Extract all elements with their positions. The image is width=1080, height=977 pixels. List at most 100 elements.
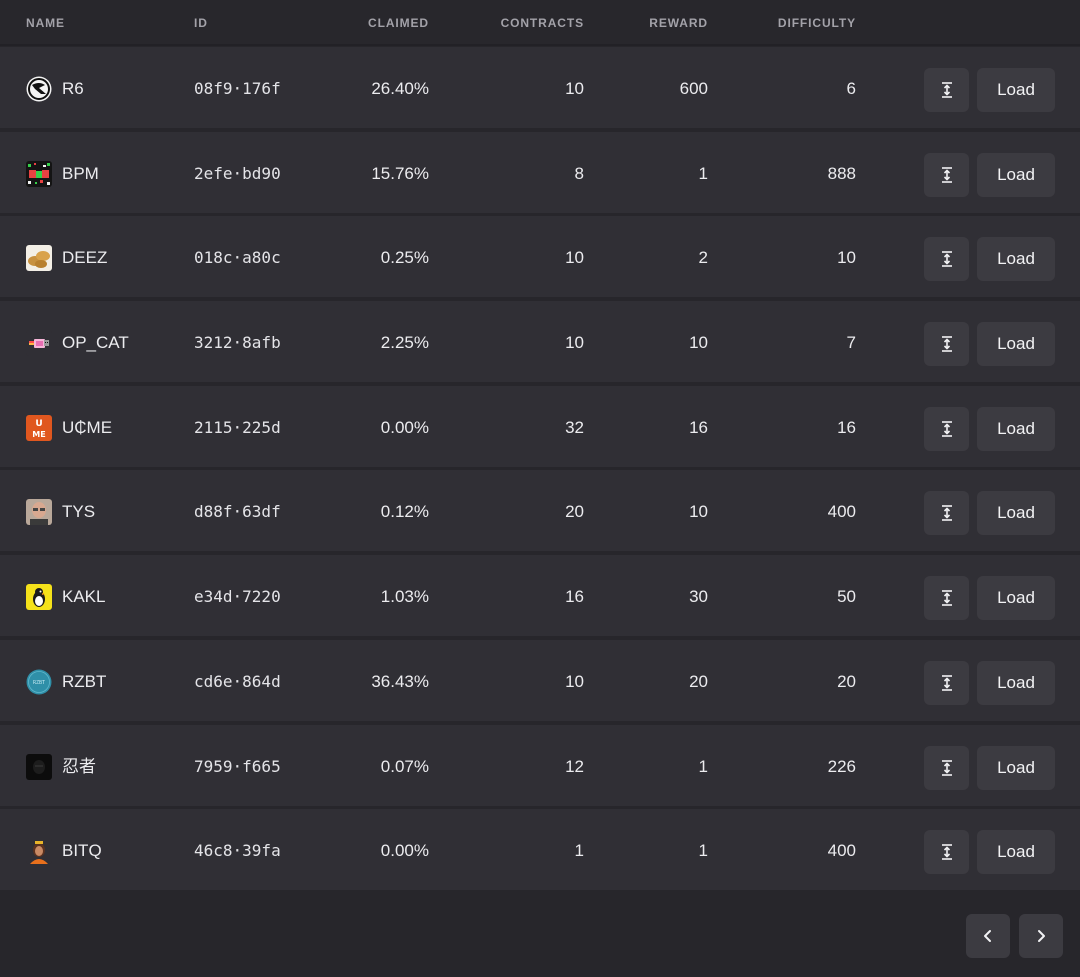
ucme-logo-icon: U ME: [26, 414, 52, 441]
token-contracts: 10: [565, 248, 584, 268]
column-header-name[interactable]: NAME: [26, 16, 65, 30]
expand-button[interactable]: [924, 745, 969, 790]
expand-button[interactable]: [924, 491, 969, 536]
token-difficulty: 10: [837, 248, 856, 268]
token-id: cd6e·864d: [194, 671, 281, 691]
load-button[interactable]: Load: [977, 322, 1055, 367]
column-header-reward[interactable]: REWARD: [649, 16, 708, 30]
token-claimed: 36.43%: [371, 671, 429, 691]
token-reward: 10: [689, 502, 708, 522]
load-button[interactable]: Load: [977, 660, 1055, 705]
token-name: BITQ: [62, 841, 102, 861]
column-header-claimed[interactable]: CLAIMED: [368, 16, 429, 30]
chevron-right-icon: [1038, 930, 1045, 942]
token-name: OP_CAT: [62, 333, 129, 353]
load-button[interactable]: Load: [977, 830, 1055, 875]
load-button[interactable]: Load: [977, 745, 1055, 790]
token-id: 3212·8afb: [194, 333, 281, 353]
table-row[interactable]: DEEZ 018c·a80c 0.25% 10 2 10 Load: [0, 216, 1080, 298]
expand-vertical-icon: [941, 759, 952, 776]
bitq-avatar-icon: [26, 838, 52, 865]
expand-vertical-icon: [941, 590, 952, 606]
ninja-logo-icon: [26, 753, 52, 780]
tys-avatar-icon: [26, 499, 52, 526]
column-header-contracts[interactable]: CONTRACTS: [500, 16, 584, 30]
next-page-button[interactable]: [1019, 914, 1063, 958]
expand-vertical-icon: [941, 844, 952, 860]
table-row[interactable]: OP_CAT 3212·8afb 2.25% 10 10 7 Load: [0, 301, 1080, 383]
table-row[interactable]: U ME U₵ME 2115·225d 0.00% 32 16 16 Load: [0, 385, 1080, 467]
expand-button[interactable]: [924, 322, 969, 367]
load-button[interactable]: Load: [977, 152, 1055, 197]
token-reward: 600: [679, 79, 708, 98]
token-claimed: 0.25%: [380, 248, 429, 268]
bpm-logo-icon: [26, 160, 52, 187]
expand-vertical-icon: [941, 251, 952, 268]
token-claimed: 15.76%: [371, 163, 429, 183]
token-claimed: 0.07%: [380, 756, 429, 776]
token-id: 08f9·176f: [194, 79, 281, 98]
token-name: KAKL: [62, 587, 106, 607]
token-id: d88f·63df: [194, 502, 281, 522]
kakl-logo-icon: [26, 584, 52, 611]
token-id: 2115·225d: [194, 417, 281, 437]
token-contracts: 10: [565, 333, 584, 353]
column-header-id[interactable]: ID: [194, 16, 208, 30]
op-cat-logo-icon: [26, 330, 52, 357]
token-contracts: 16: [565, 587, 584, 607]
token-contracts: 8: [574, 163, 584, 183]
expand-vertical-icon: [941, 505, 952, 522]
expand-button[interactable]: [924, 68, 969, 112]
expand-button[interactable]: [924, 830, 969, 875]
svg-text:ME: ME: [32, 430, 45, 439]
token-claimed: 1.03%: [380, 587, 429, 607]
token-id: e34d·7220: [194, 587, 281, 607]
table-row[interactable]: TYS d88f·63df 0.12% 20 10 400 Load: [0, 470, 1080, 552]
token-difficulty: 400: [827, 502, 856, 522]
table-row[interactable]: RZBT RZBT cd6e·864d 36.43% 10 20 20 Load: [0, 639, 1080, 721]
table-header: NAME ID CLAIMED CONTRACTS REWARD DIFFICU…: [0, 0, 1080, 46]
previous-page-button[interactable]: [966, 914, 1010, 958]
token-name: DEEZ: [62, 248, 108, 268]
token-difficulty: 20: [837, 671, 856, 691]
column-header-difficulty[interactable]: DIFFICULTY: [777, 16, 856, 30]
load-button[interactable]: Load: [977, 237, 1055, 282]
token-difficulty: 400: [827, 841, 856, 861]
table-row[interactable]: R6 08f9·176f 26.40% 10 600 6 Load: [0, 47, 1080, 128]
token-contracts: 10: [565, 79, 584, 98]
expand-button[interactable]: [924, 660, 969, 705]
token-claimed: 0.00%: [380, 841, 429, 861]
token-claimed: 0.00%: [380, 417, 429, 437]
token-reward: 1: [698, 163, 708, 183]
token-difficulty: 226: [827, 756, 856, 776]
token-contracts: 32: [565, 417, 584, 437]
token-difficulty: 888: [827, 163, 856, 183]
expand-vertical-icon: [941, 675, 952, 691]
token-id: 2efe·bd90: [194, 163, 281, 183]
token-difficulty: 6: [846, 79, 856, 98]
load-button[interactable]: Load: [977, 576, 1055, 621]
token-difficulty: 16: [837, 417, 856, 437]
load-button[interactable]: Load: [977, 491, 1055, 536]
svg-text:RZBT: RZBT: [33, 680, 45, 686]
expand-button[interactable]: [924, 406, 969, 451]
load-button[interactable]: Load: [977, 406, 1055, 451]
expand-vertical-icon: [941, 82, 952, 98]
expand-button[interactable]: [924, 576, 969, 621]
token-name: BPM: [62, 163, 99, 183]
load-button[interactable]: Load: [977, 68, 1055, 112]
table-row[interactable]: KAKL e34d·7220 1.03% 16 30 50 Load: [0, 555, 1080, 637]
token-reward: 1: [698, 841, 708, 861]
table-row[interactable]: BPM 2efe·bd90 15.76% 8 1 888 Load: [0, 131, 1080, 213]
token-name: R6: [62, 79, 84, 98]
table-row[interactable]: BITQ 46c8·39fa 0.00% 1 1 400 Load: [0, 809, 1080, 891]
expand-button[interactable]: [924, 152, 969, 197]
token-name: RZBT: [62, 671, 107, 691]
token-id: 46c8·39fa: [194, 841, 281, 861]
token-claimed: 26.40%: [371, 79, 429, 98]
token-contracts: 12: [565, 756, 584, 776]
token-name: 忍者: [62, 756, 96, 776]
expand-button[interactable]: [924, 237, 969, 282]
table-row[interactable]: 忍者 7959·f665 0.07% 12 1 226 Load: [0, 724, 1080, 806]
